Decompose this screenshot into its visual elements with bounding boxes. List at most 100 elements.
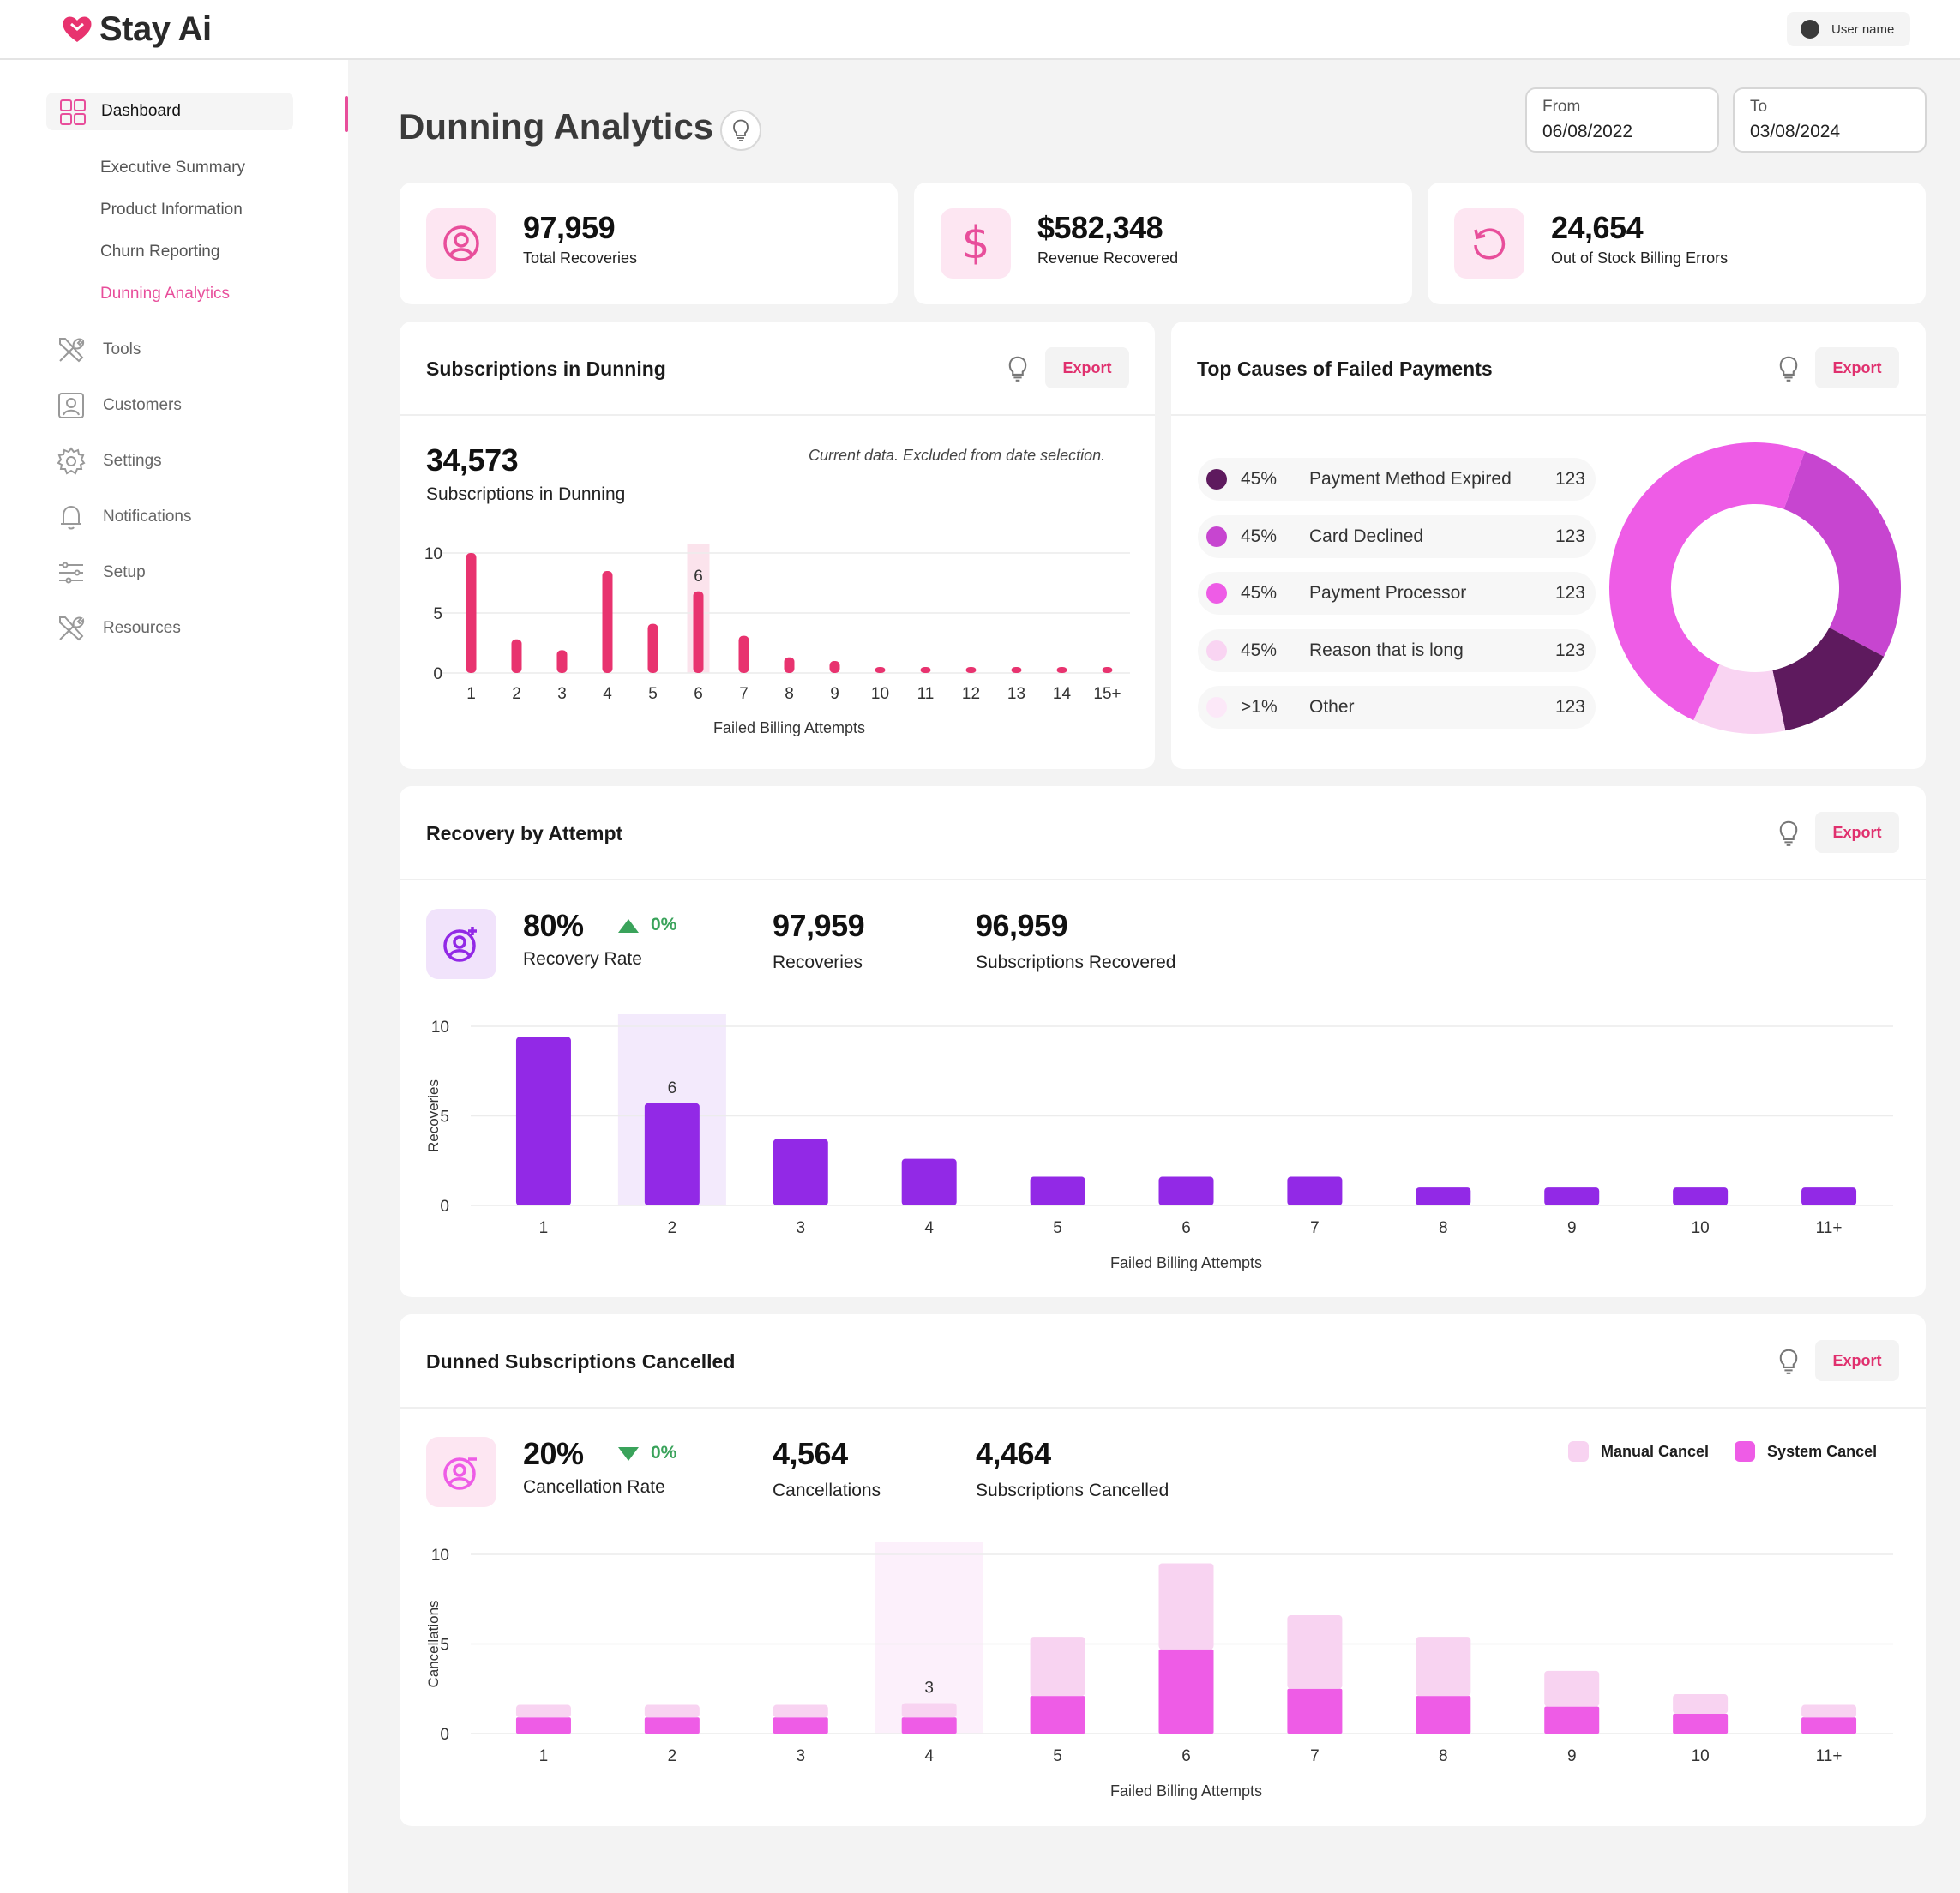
bar[interactable] (901, 1158, 957, 1205)
bar[interactable] (1673, 1187, 1729, 1205)
bar-manual-cancel[interactable] (1158, 1563, 1214, 1650)
sidebar-item-setup[interactable]: Setup (57, 556, 146, 590)
cause-percent: >1% (1241, 697, 1278, 717)
bar[interactable] (647, 623, 658, 673)
cause-row: 45% Card Declined 123 (1198, 514, 1596, 558)
bar[interactable] (1287, 1176, 1343, 1205)
x-tick-label: 3 (796, 1747, 805, 1765)
subs-recovered-value: 96,959 (976, 908, 1068, 943)
bar[interactable] (1056, 667, 1067, 673)
bar-system-cancel[interactable] (1416, 1696, 1471, 1734)
sidebar-item-settings[interactable]: Settings (57, 444, 162, 478)
bar[interactable] (965, 667, 977, 673)
bar[interactable] (1102, 667, 1113, 673)
bar[interactable] (511, 639, 522, 673)
export-button[interactable]: Export (1045, 347, 1129, 388)
bar[interactable] (1801, 1187, 1857, 1205)
export-button[interactable]: Export (1815, 347, 1899, 388)
insights-button[interactable] (720, 110, 761, 151)
bar-system-cancel[interactable] (644, 1717, 700, 1734)
cause-label: Card Declined (1309, 526, 1424, 546)
date-from-field[interactable]: From 06/08/2022 (1525, 87, 1719, 153)
bar[interactable] (466, 553, 477, 673)
x-tick-label: 9 (830, 685, 839, 703)
donut-segment-card-declined[interactable] (1783, 451, 1901, 657)
date-to-field[interactable]: To 03/08/2024 (1733, 87, 1927, 153)
card-title: Recovery by Attempt (426, 822, 623, 844)
bar[interactable] (556, 650, 568, 673)
lightbulb-icon[interactable] (1007, 356, 1029, 382)
bar[interactable] (773, 1139, 828, 1205)
donut-segment-payment-processor[interactable] (1608, 442, 1806, 721)
bar-system-cancel[interactable] (901, 1717, 957, 1734)
bar-system-cancel[interactable] (1673, 1714, 1729, 1734)
bar[interactable] (515, 1037, 571, 1205)
bar-manual-cancel[interactable] (1416, 1637, 1471, 1697)
sidebar-subitem-dunning-analytics[interactable]: Dunning Analytics (100, 285, 231, 303)
bar-manual-cancel[interactable] (1673, 1694, 1729, 1715)
bar[interactable] (1158, 1176, 1214, 1205)
gear-icon (57, 447, 86, 475)
bar-manual-cancel[interactable] (1544, 1670, 1600, 1707)
bar-manual-cancel[interactable] (515, 1704, 571, 1718)
cause-percent: 45% (1241, 526, 1278, 546)
lightbulb-icon[interactable] (1777, 356, 1800, 382)
user-minus-icon (426, 1437, 496, 1507)
cancellations-value: 4,564 (773, 1436, 848, 1471)
bar-manual-cancel[interactable] (1287, 1615, 1343, 1689)
bar[interactable] (1416, 1187, 1471, 1205)
lightbulb-icon[interactable] (1777, 1349, 1800, 1374)
date-from-label: From (1542, 98, 1581, 116)
bar[interactable] (920, 667, 931, 673)
bar-system-cancel[interactable] (1801, 1717, 1857, 1734)
x-tick-label: 1 (539, 1747, 549, 1765)
page-title: Dunning Analytics (399, 106, 714, 147)
donut-segment-payment-method-expired[interactable] (1772, 628, 1885, 731)
bar[interactable] (784, 657, 795, 673)
sidebar-item-resources[interactable]: Resources (57, 611, 181, 646)
bar[interactable] (602, 571, 613, 673)
sidebar-subitem-churn-reporting[interactable]: Churn Reporting (100, 243, 220, 261)
bar[interactable] (1544, 1187, 1600, 1205)
bar-system-cancel[interactable] (1287, 1688, 1343, 1734)
bar[interactable] (1030, 1176, 1085, 1205)
sidebar-item-notifications[interactable]: Notifications (57, 500, 192, 534)
bar-system-cancel[interactable] (515, 1717, 571, 1734)
lightbulb-icon[interactable] (1777, 820, 1800, 846)
sidebar (0, 60, 348, 1893)
logo[interactable]: Stay Ai (60, 5, 212, 53)
donut-segment-reason-long[interactable] (1693, 664, 1786, 734)
bar-manual-cancel[interactable] (1030, 1637, 1085, 1697)
user-menu[interactable]: User name (1787, 12, 1910, 46)
bar-system-cancel[interactable] (1544, 1706, 1600, 1734)
bar-system-cancel[interactable] (1158, 1649, 1214, 1734)
sidebar-item-customers[interactable]: Customers (57, 388, 182, 423)
kpi-label: Out of Stock Billing Errors (1551, 249, 1729, 267)
kpi-value: $582,348 (1037, 210, 1163, 245)
sidebar-subitem-executive-summary[interactable]: Executive Summary (100, 159, 245, 177)
bar-system-cancel[interactable] (1030, 1696, 1085, 1734)
bar-manual-cancel[interactable] (644, 1704, 700, 1718)
bar[interactable] (829, 661, 840, 673)
divider (1171, 414, 1926, 416)
sidebar-item-tools[interactable]: Tools (57, 333, 141, 367)
x-tick-label: 13 (1007, 685, 1025, 703)
bar[interactable] (875, 667, 886, 673)
sidebar-subitem-product-information[interactable]: Product Information (100, 201, 243, 219)
export-button[interactable]: Export (1815, 1340, 1899, 1381)
bar-manual-cancel[interactable] (773, 1704, 828, 1718)
x-tick-label: 2 (668, 1747, 677, 1765)
sidebar-item-dashboard[interactable]: Dashboard (46, 93, 293, 130)
bar[interactable] (738, 635, 749, 673)
cause-color-dot (1206, 526, 1227, 547)
bar[interactable] (693, 591, 704, 673)
bar-manual-cancel[interactable] (1801, 1704, 1857, 1718)
bar-system-cancel[interactable] (773, 1717, 828, 1734)
trend-up-icon (618, 919, 639, 933)
bar[interactable] (1011, 667, 1022, 673)
bar-manual-cancel[interactable] (901, 1703, 957, 1718)
bar[interactable] (644, 1103, 700, 1205)
export-button[interactable]: Export (1815, 812, 1899, 853)
x-tick-label: 5 (1053, 1219, 1062, 1237)
x-tick-label: 7 (739, 685, 749, 703)
